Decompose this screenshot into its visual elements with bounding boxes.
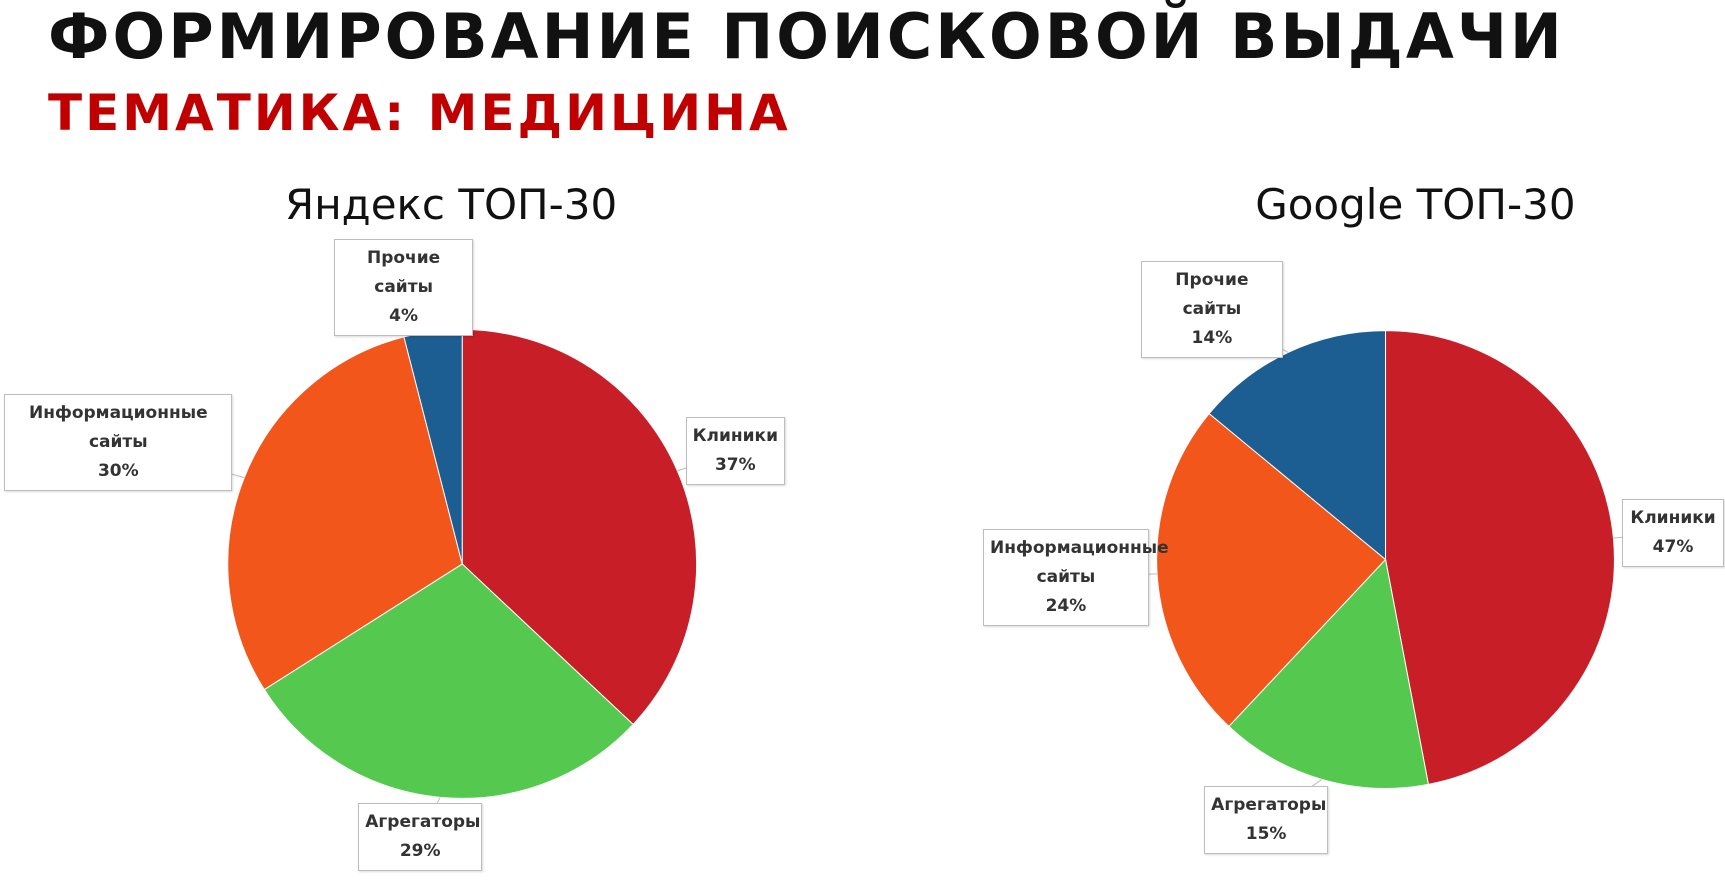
label-value: 30% — [97, 460, 139, 481]
pie-slice — [227, 336, 463, 691]
label-category: Агрегаторы — [365, 812, 481, 833]
label-value: 37% — [714, 455, 756, 476]
pie-slice — [461, 329, 698, 726]
data-label: Прочие сайты 4% — [333, 239, 474, 336]
pie-slice — [1228, 558, 1430, 789]
chart-title: Google ТОП-30 — [1255, 180, 1576, 229]
slide-subtitle: ТЕМАТИКА: МЕДИЦИНА — [48, 84, 791, 142]
pie-slice — [1385, 330, 1615, 785]
data-label: Информационные сайты 30% — [4, 393, 233, 491]
label-category: Информационные сайты — [28, 402, 208, 452]
chart-title: Яндекс ТОП-30 — [285, 180, 618, 229]
label-category: Агрегаторы — [1211, 795, 1327, 816]
data-label: Агрегаторы 15% — [1204, 786, 1329, 855]
label-value: 15% — [1245, 824, 1287, 845]
data-label: Клиники 47% — [1622, 498, 1724, 567]
label-value: 14% — [1191, 328, 1233, 349]
label-value: 24% — [1045, 595, 1087, 616]
label-category: Прочие сайты — [366, 248, 441, 297]
slide-title: ФОРМИРОВАНИЕ ПОИСКОВОЙ ВЫДАЧИ — [48, 0, 1565, 73]
label-category: Прочие сайты — [1175, 270, 1249, 320]
label-category: Клиники — [1630, 507, 1716, 528]
label-value: 29% — [399, 841, 441, 862]
data-label: Прочие сайты 14% — [1141, 261, 1283, 359]
label-value: 4% — [389, 306, 419, 326]
pie-slice — [263, 563, 634, 799]
label-category: Информационные сайты — [990, 537, 1169, 587]
data-label: Информационные сайты 24% — [983, 528, 1169, 626]
data-label: Клиники 37% — [685, 417, 786, 486]
data-label: Агрегаторы 29% — [358, 803, 483, 872]
label-category: Клиники — [692, 426, 778, 447]
label-value: 47% — [1652, 536, 1694, 557]
